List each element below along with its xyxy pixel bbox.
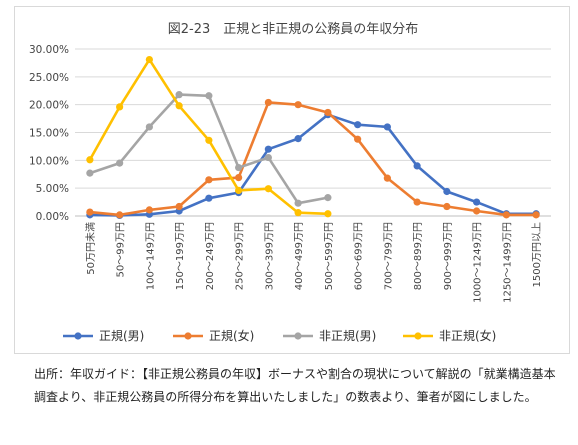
x-category-label: 150〜199万円 — [175, 222, 186, 290]
data-point — [86, 208, 94, 216]
x-category-label: 300〜399万円 — [264, 222, 275, 290]
data-point — [502, 211, 510, 219]
data-point — [383, 123, 391, 131]
data-point — [473, 207, 481, 215]
x-category-label: 800〜899万円 — [413, 222, 424, 290]
x-category-label: 50〜99万円 — [116, 222, 127, 277]
series-line — [88, 101, 538, 217]
data-point — [86, 156, 94, 164]
chart-frame: 図2-23 正規と非正規の公務員の年収分布 0.00% 5.00% 10.00% 15… — [14, 6, 570, 354]
data-point — [383, 174, 391, 182]
x-category-label: 200〜249万円 — [205, 222, 216, 290]
data-point — [294, 199, 302, 207]
legend-swatch-marker — [414, 332, 422, 340]
legend-label: 非正規(女) — [439, 328, 496, 343]
data-point — [235, 186, 243, 194]
series-3 — [86, 91, 332, 207]
x-category-label: 900〜999万円 — [443, 222, 454, 290]
legend-item: 正規(女) — [173, 328, 254, 343]
legend-item: 非正規(女) — [403, 328, 496, 343]
y-axis-ticks: 0.00% 5.00% 10.00% 15.00% 20.00% 25.00% 30.00% — [29, 44, 69, 223]
data-point — [116, 211, 124, 219]
data-point — [264, 145, 272, 153]
data-point — [264, 185, 272, 193]
data-point — [294, 135, 302, 143]
x-category-label: 50万円未満 — [85, 222, 97, 275]
line-chart: 図2-23 正規と非正規の公務員の年収分布 0.00% 5.00% 10.00% 15… — [29, 22, 551, 343]
legend-item: 正規(男) — [63, 328, 144, 343]
x-category-label: 1250〜1499万円 — [502, 222, 513, 303]
data-point — [354, 121, 362, 129]
series-4 — [86, 55, 332, 218]
data-point — [264, 153, 272, 162]
data-point — [205, 136, 213, 144]
y-tick-label: 30.00% — [29, 44, 69, 56]
data-point — [145, 206, 153, 214]
data-point — [145, 55, 153, 64]
series-2 — [86, 98, 540, 219]
data-point — [116, 103, 124, 111]
data-point — [443, 187, 451, 196]
legend-swatch-marker — [184, 332, 192, 340]
legend-label: 非正規(男) — [319, 328, 376, 343]
data-point — [413, 198, 421, 206]
legend-label: 正規(女) — [209, 328, 254, 343]
series-line — [88, 113, 538, 217]
x-category-label: 400〜499万円 — [294, 222, 305, 290]
data-point — [324, 194, 332, 202]
legend-item: 非正規(男) — [283, 328, 376, 343]
x-category-label: 700〜799万円 — [383, 222, 394, 290]
series-lines — [86, 55, 540, 220]
data-point — [473, 198, 481, 206]
y-tick-label: 15.00% — [29, 128, 69, 140]
data-point — [324, 210, 332, 218]
legend-swatch-marker — [74, 332, 82, 340]
x-category-label: 600〜699万円 — [354, 222, 365, 290]
data-point — [175, 102, 183, 110]
chart-title: 図2-23 正規と非正規の公務員の年収分布 — [168, 22, 419, 37]
x-category-label: 1000〜1249万円 — [473, 222, 484, 303]
gridlines — [75, 48, 551, 217]
data-point — [175, 202, 183, 211]
y-tick-label: 10.00% — [29, 155, 69, 167]
data-point — [175, 91, 183, 99]
x-category-label: 500〜599万円 — [324, 222, 335, 290]
data-point — [443, 202, 451, 211]
x-category-label: 1500万円以上 — [531, 222, 543, 287]
y-tick-label: 25.00% — [29, 72, 69, 84]
legend-label: 正規(男) — [99, 328, 144, 343]
data-point — [294, 101, 302, 109]
data-point — [205, 92, 213, 100]
data-point — [413, 162, 421, 170]
data-point — [294, 209, 302, 217]
data-point — [324, 108, 332, 117]
data-point — [86, 169, 94, 177]
source-caption: 出所：年収ガイド：【非正規公務員の年収】ボーナスや割合の現状について解説の「就業… — [34, 367, 556, 404]
x-category-label: 250〜299万円 — [235, 222, 246, 290]
data-point — [264, 98, 272, 107]
legend: 正規(男) 正規(女) 非正規(男) 非正規(女) — [63, 328, 496, 343]
data-point — [205, 194, 213, 202]
x-category-label: 100〜149万円 — [145, 222, 156, 290]
data-point — [235, 173, 243, 182]
series-1 — [86, 111, 540, 220]
data-point — [205, 176, 213, 184]
y-tick-label: 5.00% — [36, 183, 69, 195]
data-point — [145, 123, 153, 131]
data-point — [116, 159, 124, 167]
data-point — [235, 163, 243, 172]
data-point — [354, 135, 362, 143]
y-tick-label: 0.00% — [36, 211, 69, 223]
x-axis-categories: 50万円未満 50〜99万円 100〜149万円 150〜199万円 200〜249万円… — [85, 222, 543, 303]
legend-swatch-marker — [294, 332, 302, 340]
series-line — [88, 93, 330, 205]
data-point — [532, 211, 540, 219]
y-tick-label: 20.00% — [29, 100, 69, 112]
